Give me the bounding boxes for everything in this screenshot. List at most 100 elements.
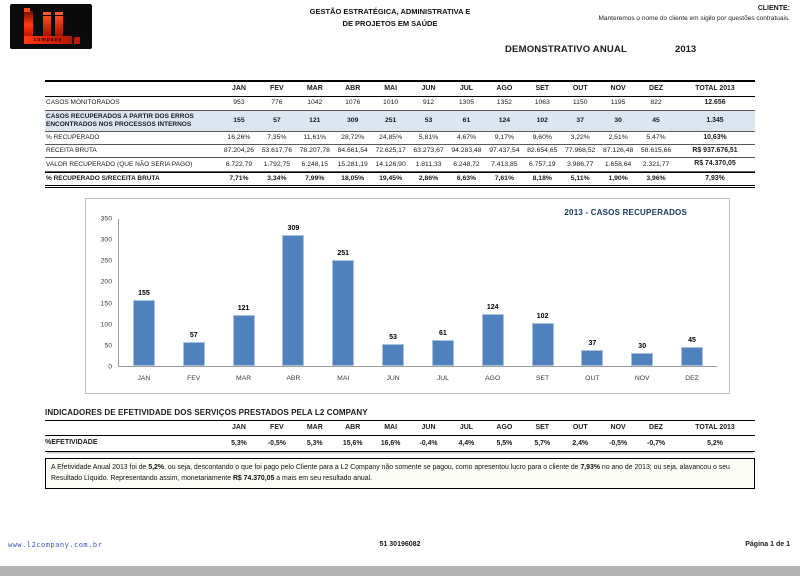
indicator-month-header: MAI bbox=[384, 424, 398, 431]
row-label: VALOR RECUPERADO (Que não seria pago) bbox=[46, 160, 193, 168]
indicator-value-cell: 15,6% bbox=[342, 439, 363, 447]
indicator-month-header: JUL bbox=[459, 424, 474, 431]
bar-value-label: 102 bbox=[536, 312, 549, 320]
y-tick-label: 50 bbox=[104, 342, 112, 350]
indicator-month-header: DEZ bbox=[649, 424, 664, 431]
x-axis-label: AGO bbox=[485, 375, 501, 382]
month-header-cell: AGO bbox=[496, 85, 513, 92]
value-cell: 155 bbox=[233, 116, 245, 124]
indicator-month-header: SET bbox=[535, 424, 550, 431]
footer-website-link[interactable]: www.l2company.com.br bbox=[8, 541, 103, 549]
y-tick-label: 100 bbox=[100, 321, 112, 329]
recovered-cases-chart: 2013 - CASOS RECUPERADOS 0 50 100 150 200 250… bbox=[85, 198, 730, 394]
total-header-cell: TOTAL 2013 bbox=[695, 85, 735, 93]
value-cell: 7,71% bbox=[229, 174, 249, 182]
x-axis-label: JUL bbox=[436, 375, 449, 382]
note-text-segment: a mais em seu resultado anual. bbox=[274, 474, 373, 482]
total-cell: 10,63% bbox=[703, 133, 727, 141]
value-cell: 953 bbox=[233, 99, 245, 107]
indicator-month-header: FEV bbox=[270, 424, 284, 431]
chart-bar-slot: 251 MAI bbox=[318, 219, 368, 382]
value-cell: 3,96% bbox=[646, 174, 666, 182]
indicator-month-header: JAN bbox=[231, 424, 246, 431]
value-cell: 16,26% bbox=[227, 133, 251, 141]
chart-bar-slot: 309 ABR bbox=[268, 219, 318, 382]
y-tick-label: 200 bbox=[100, 278, 112, 286]
main-table-body: CASOS MONITORADOS 953 776 1042 1076 1010 912 13… bbox=[45, 97, 755, 189]
table-corner-cell bbox=[45, 86, 220, 92]
value-cell: 77.968,52 bbox=[565, 147, 596, 155]
note-text-segment: A Efetividade Anual 2013 foi de bbox=[51, 464, 149, 471]
value-cell: 6,63% bbox=[456, 174, 477, 182]
value-cell: 9,17% bbox=[494, 133, 514, 141]
chart-bar bbox=[382, 343, 405, 366]
bar-value-label: 155 bbox=[138, 290, 150, 298]
logo-shape bbox=[43, 12, 51, 15]
bar-value-label: 251 bbox=[337, 249, 350, 257]
bar-value-label: 121 bbox=[237, 304, 250, 312]
indicator-total-header: TOTAL 2013 bbox=[695, 424, 735, 432]
indicators-heading: INDICADORES DE EFETIVIDADE DOS SERVIÇOS … bbox=[45, 408, 755, 421]
value-cell: 1.658,64 bbox=[604, 160, 632, 168]
table-row: % RECUPERADO S/Receita Bruta 7,71% 3,34% 7,… bbox=[45, 171, 755, 189]
month-header-cell: MAI bbox=[384, 85, 398, 92]
indicator-total-cell: 5,2% bbox=[707, 439, 723, 447]
table-row: VALOR RECUPERADO (Que não seria pago) 6.7… bbox=[45, 158, 755, 172]
logo-company-wordmark: company bbox=[24, 36, 72, 44]
table-row: RECEITA BRUTA 87.204,26 53.617,76 78.207,78… bbox=[45, 145, 755, 159]
total-cell: 12.656 bbox=[704, 99, 726, 107]
chart-bar bbox=[681, 346, 704, 366]
indicator-value-cell: -0,7% bbox=[647, 439, 666, 447]
value-cell: 94.283,48 bbox=[451, 147, 482, 155]
effectiveness-indicators-section: INDICADORES DE EFETIVIDADE DOS SERVIÇOS … bbox=[45, 408, 755, 453]
indicator-month-header: AGO bbox=[496, 424, 513, 431]
chart-bar-slot: 57 FEV bbox=[169, 219, 219, 382]
value-cell: 309 bbox=[347, 116, 359, 124]
value-cell: 1150 bbox=[572, 99, 588, 107]
indicators-corner-cell bbox=[45, 425, 220, 431]
row-label: % RECUPERADO bbox=[46, 134, 100, 141]
value-cell: 11,61% bbox=[303, 133, 327, 141]
value-cell: 15.281,19 bbox=[337, 160, 368, 168]
value-cell: 24,85% bbox=[379, 133, 403, 141]
x-axis-label: MAR bbox=[236, 375, 252, 382]
month-header-cell: SET bbox=[535, 85, 550, 92]
chart-bar bbox=[581, 350, 604, 366]
chart-bar-slot: 45 DEZ bbox=[667, 219, 717, 382]
value-cell: 6.248,72 bbox=[453, 160, 480, 168]
indicator-value-cell: 5,3% bbox=[306, 439, 323, 447]
table-row: CASOS RECUPERADOS A PARTIR DOS ERROS ENC… bbox=[45, 110, 755, 132]
value-cell: 1195 bbox=[610, 99, 626, 107]
value-cell: 87.126,48 bbox=[602, 147, 634, 155]
footer-page-number: Página 1 de 1 bbox=[745, 541, 790, 548]
row-label: RECEITA BRUTA bbox=[46, 147, 97, 155]
indicator-month-header: ABR bbox=[345, 424, 361, 431]
row-label: CASOS RECUPERADOS A PARTIR DOS ERROS ENC… bbox=[46, 112, 194, 128]
month-header-cell: NOV bbox=[610, 85, 626, 92]
client-block: CLIENTE: Manteremos o nome do cliente em… bbox=[520, 5, 791, 22]
bar-value-label: 37 bbox=[588, 340, 597, 348]
value-cell: 3,22% bbox=[570, 133, 590, 141]
chart-bar-slot: 37 OUT bbox=[567, 219, 617, 382]
x-axis-label: ABR bbox=[286, 375, 301, 382]
y-tick-label: 300 bbox=[100, 236, 112, 244]
value-cell: 822 bbox=[650, 99, 662, 107]
chart-bar bbox=[631, 353, 654, 366]
x-axis-label: JUN bbox=[386, 375, 400, 382]
month-header-cell: MAR bbox=[306, 85, 323, 92]
bar-value-label: 309 bbox=[287, 225, 300, 233]
chart-bar-slot: 121 MAR bbox=[219, 219, 269, 382]
value-cell: 5,47% bbox=[646, 133, 666, 141]
value-cell: 28,72% bbox=[341, 133, 365, 141]
y-tick-label: 150 bbox=[100, 300, 112, 308]
value-cell: 912 bbox=[422, 99, 435, 107]
chart-bar-slot: 124 AGO bbox=[468, 219, 518, 382]
x-axis-label: DEZ bbox=[685, 375, 699, 382]
value-cell: 2,51% bbox=[608, 133, 628, 141]
month-header-cell: JUL bbox=[459, 85, 474, 92]
value-cell: 18,05% bbox=[341, 174, 365, 182]
value-cell: 6.757,19 bbox=[529, 160, 556, 168]
chart-plot: 155 JAN 57 FEV 121 MAR 309 ABR 251 MAI 53 JUN 61 JUL 1… bbox=[118, 219, 717, 382]
logo-shape bbox=[24, 11, 33, 36]
value-cell: 1,90% bbox=[608, 174, 628, 182]
